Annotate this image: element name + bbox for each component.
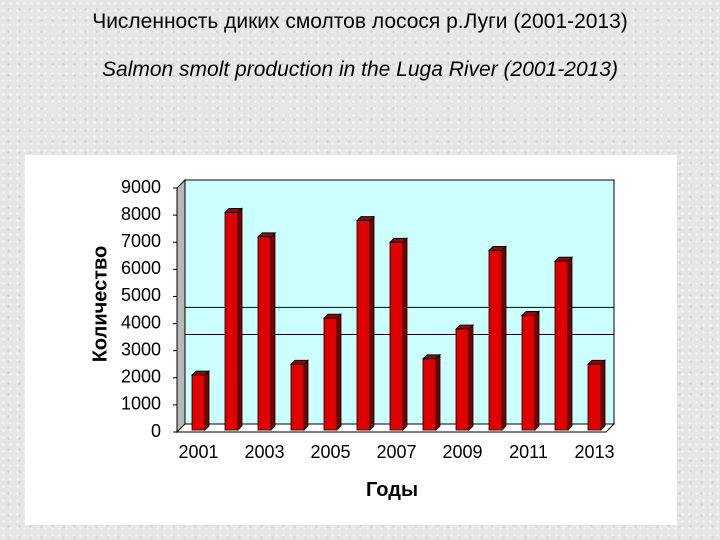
x-tick-label: 2009 bbox=[442, 442, 482, 462]
bar-front bbox=[488, 249, 503, 431]
y-tick-label: 0 bbox=[151, 421, 161, 441]
bar-side bbox=[501, 245, 507, 431]
bar bbox=[224, 207, 243, 431]
bar-side bbox=[303, 359, 309, 431]
page-title-ru: Численность диких смолтов лосося р.Луги … bbox=[92, 10, 628, 33]
x-tick-label: 2001 bbox=[178, 442, 218, 462]
bar bbox=[356, 215, 375, 431]
x-tick-label: 2013 bbox=[574, 442, 614, 462]
bar-front bbox=[356, 220, 371, 431]
bar bbox=[389, 237, 408, 431]
bar-front bbox=[587, 363, 602, 431]
bar-front bbox=[554, 260, 569, 431]
x-tick-label: 2011 bbox=[509, 442, 548, 462]
bar-side bbox=[468, 324, 474, 431]
bar-side bbox=[369, 215, 375, 431]
bar-side bbox=[534, 310, 540, 431]
x-axis-title: Годы bbox=[366, 479, 418, 501]
bar-front bbox=[389, 241, 404, 431]
y-tick-label: 8000 bbox=[121, 204, 161, 224]
bar bbox=[488, 245, 507, 431]
plot-side-wall bbox=[176, 178, 186, 434]
bar-side bbox=[336, 313, 342, 431]
bar-side bbox=[600, 359, 606, 431]
bar bbox=[455, 324, 474, 431]
bar-side bbox=[237, 207, 243, 431]
bar bbox=[587, 359, 606, 431]
bar-front bbox=[323, 317, 338, 431]
bar bbox=[554, 256, 573, 431]
y-tick-label: 4000 bbox=[121, 312, 161, 332]
y-axis-title: Количество bbox=[89, 246, 111, 363]
y-tick-label: 9000 bbox=[121, 177, 161, 197]
bar-side bbox=[567, 256, 573, 431]
bar-side bbox=[204, 370, 210, 431]
y-tick-label: 1000 bbox=[121, 394, 161, 414]
bar bbox=[257, 231, 276, 431]
x-tick-label: 2003 bbox=[244, 442, 284, 462]
bar-side bbox=[435, 353, 441, 431]
x-tick-label: 2007 bbox=[376, 442, 416, 462]
bar-front bbox=[224, 211, 239, 431]
y-tick-label: 2000 bbox=[121, 367, 161, 387]
bar-front bbox=[290, 363, 305, 431]
page-title-en: Salmon smolt production in the Luga Rive… bbox=[102, 58, 618, 81]
y-tick-label: 7000 bbox=[121, 231, 161, 251]
bar-front bbox=[455, 328, 470, 431]
y-tick-label: 3000 bbox=[121, 339, 161, 359]
y-tick-label: 6000 bbox=[121, 258, 161, 278]
bar-front bbox=[257, 236, 272, 431]
bar bbox=[521, 310, 540, 431]
bar-side bbox=[270, 231, 276, 431]
y-tick-label: 5000 bbox=[121, 285, 161, 305]
bar bbox=[422, 353, 441, 431]
bar bbox=[191, 370, 210, 431]
bar-front bbox=[191, 374, 206, 431]
bar bbox=[290, 359, 309, 431]
x-tick-label: 2005 bbox=[310, 442, 350, 462]
bar-front bbox=[521, 315, 536, 431]
bar bbox=[323, 313, 342, 431]
bar-front bbox=[422, 358, 437, 431]
bar-side bbox=[402, 237, 408, 431]
